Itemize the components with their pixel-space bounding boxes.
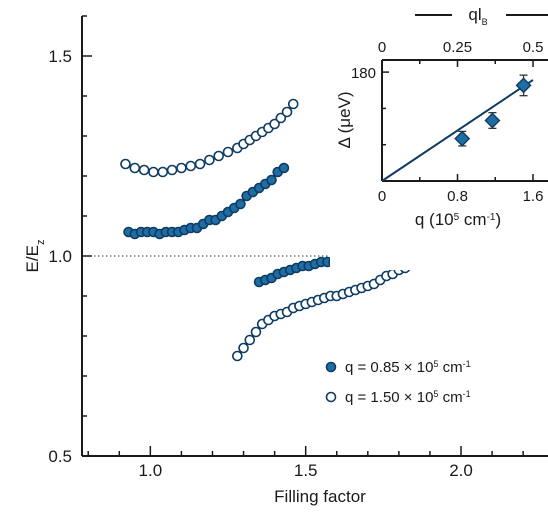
x-tick-label: 1.0 (139, 461, 163, 480)
data-point-open (250, 326, 262, 338)
x-axis-label: Filling factor (274, 487, 366, 506)
inset-top-tick-label: 0 (378, 39, 386, 56)
data-point-open (166, 164, 178, 176)
data-point-open (222, 146, 234, 158)
inset-top-axis-label: qlB (468, 5, 487, 27)
y-tick-label: 0.5 (48, 447, 72, 466)
data-point-open (157, 166, 169, 178)
data-point-open (213, 150, 224, 162)
legend-label: q = 0.85 × 105 cm-1 (345, 359, 471, 376)
data-point-open (138, 164, 150, 176)
data-point-open (194, 158, 206, 170)
data-point-open (204, 154, 215, 166)
data-point-filled (278, 162, 290, 174)
data-point-open (238, 342, 249, 354)
inset-y-tick-label: 180 (351, 65, 376, 82)
legend-marker (325, 361, 337, 373)
data-point-open (232, 350, 243, 362)
y-tick-label: 1.0 (48, 247, 72, 266)
data-point-open (185, 160, 197, 172)
data-point-open (275, 112, 287, 124)
y-tick-label: 1.5 (48, 47, 72, 66)
inset-x-tick-label: 1.6 (523, 188, 544, 205)
legend: q = 0.85 × 105 cm-1 q = 1.50 × 105 cm-1 (325, 359, 471, 406)
inset-x-tick-label: 0 (378, 188, 386, 205)
x-tick-label: 1.5 (294, 461, 318, 480)
data-point-open (176, 162, 187, 174)
data-point-open (120, 158, 131, 170)
inset-x-tick-label: 0.8 (447, 188, 468, 205)
data-point-open (287, 98, 299, 110)
data-point-open (129, 162, 141, 174)
y-axis-label: E/Ez (23, 240, 47, 273)
inset-data-point (484, 112, 501, 129)
inset-fit-line (381, 79, 534, 182)
data-point-filled (266, 174, 277, 186)
inset-top-tick-label: 0.25 (443, 39, 472, 56)
legend-label: q = 1.50 × 105 cm-1 (345, 389, 471, 406)
inset-x-axis-label: q (105 cm-1) (415, 210, 501, 229)
inset-y-axis-label: Δ (μeV) (335, 91, 354, 148)
data-point-open (244, 334, 256, 346)
legend-marker (325, 391, 337, 403)
inset-data-point (515, 77, 532, 94)
inset-top-tick-label: 0.5 (523, 39, 544, 56)
data-point-open (281, 106, 293, 118)
inset-data-point (454, 130, 471, 147)
x-tick-label: 2.0 (449, 461, 473, 480)
data-point-open (269, 118, 280, 130)
data-point-filled (235, 198, 246, 210)
data-point-open (148, 166, 159, 178)
